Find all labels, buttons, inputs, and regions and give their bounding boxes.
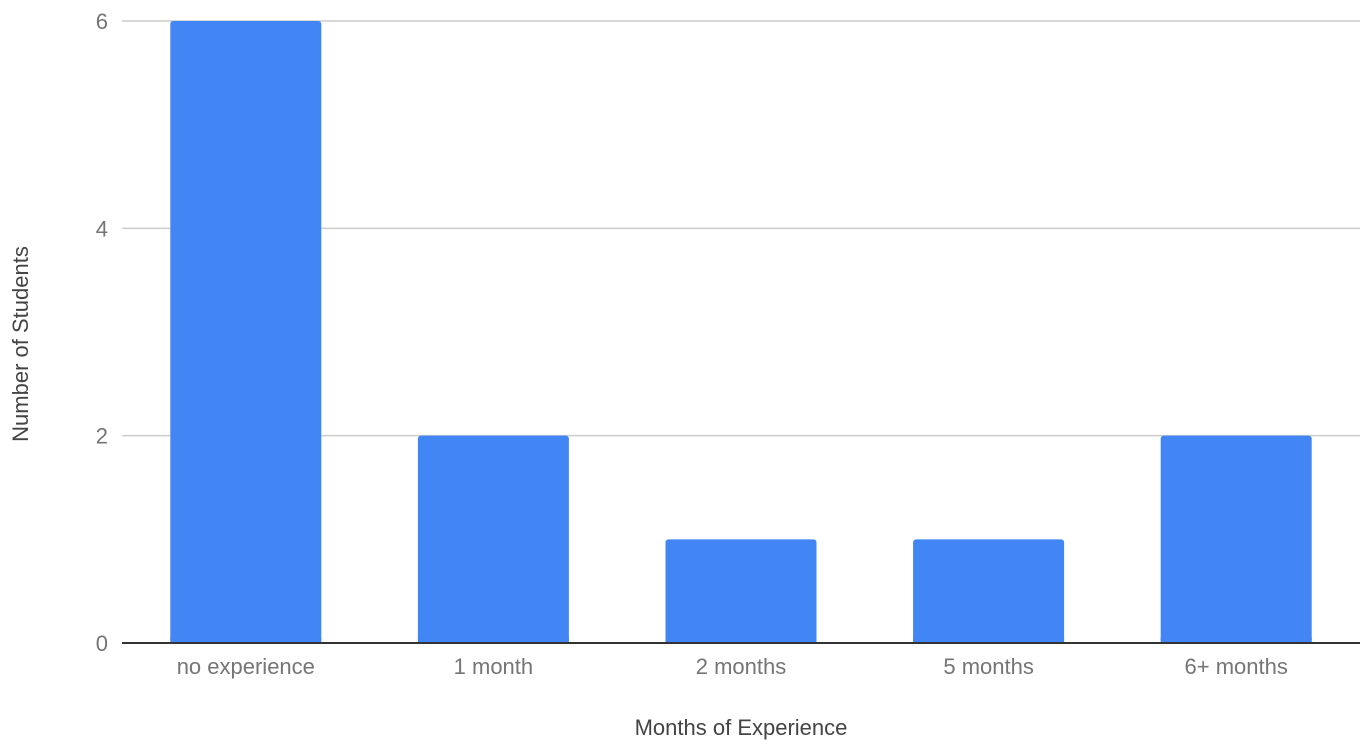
bars bbox=[170, 21, 1312, 643]
x-tick-label: 5 months bbox=[943, 654, 1034, 679]
x-tick-label: no experience bbox=[177, 654, 315, 679]
y-tick-label: 0 bbox=[96, 631, 108, 656]
y-tick-label: 6 bbox=[96, 9, 108, 34]
bar-base bbox=[665, 637, 817, 643]
bar bbox=[170, 21, 322, 643]
bar-base bbox=[417, 637, 569, 643]
bar bbox=[665, 539, 817, 643]
bar bbox=[1160, 435, 1312, 643]
x-tick-label: 6+ months bbox=[1185, 654, 1288, 679]
bar bbox=[913, 539, 1065, 643]
y-axis-title: Number of Students bbox=[8, 246, 33, 442]
x-axis-title: Months of Experience bbox=[635, 715, 848, 740]
x-tick-label: 1 month bbox=[454, 654, 534, 679]
bar-base bbox=[913, 637, 1065, 643]
y-tick-labels: 0 2 4 6 bbox=[96, 9, 108, 656]
bar-base bbox=[170, 637, 322, 643]
bar-base bbox=[1160, 637, 1312, 643]
y-tick-label: 4 bbox=[96, 216, 108, 241]
bar bbox=[417, 435, 569, 643]
x-tick-label: 2 months bbox=[696, 654, 787, 679]
x-tick-labels: no experience 1 month 2 months 5 months 6+ m… bbox=[177, 654, 1288, 679]
gridlines bbox=[122, 20, 1360, 437]
y-tick-label: 2 bbox=[96, 424, 108, 449]
